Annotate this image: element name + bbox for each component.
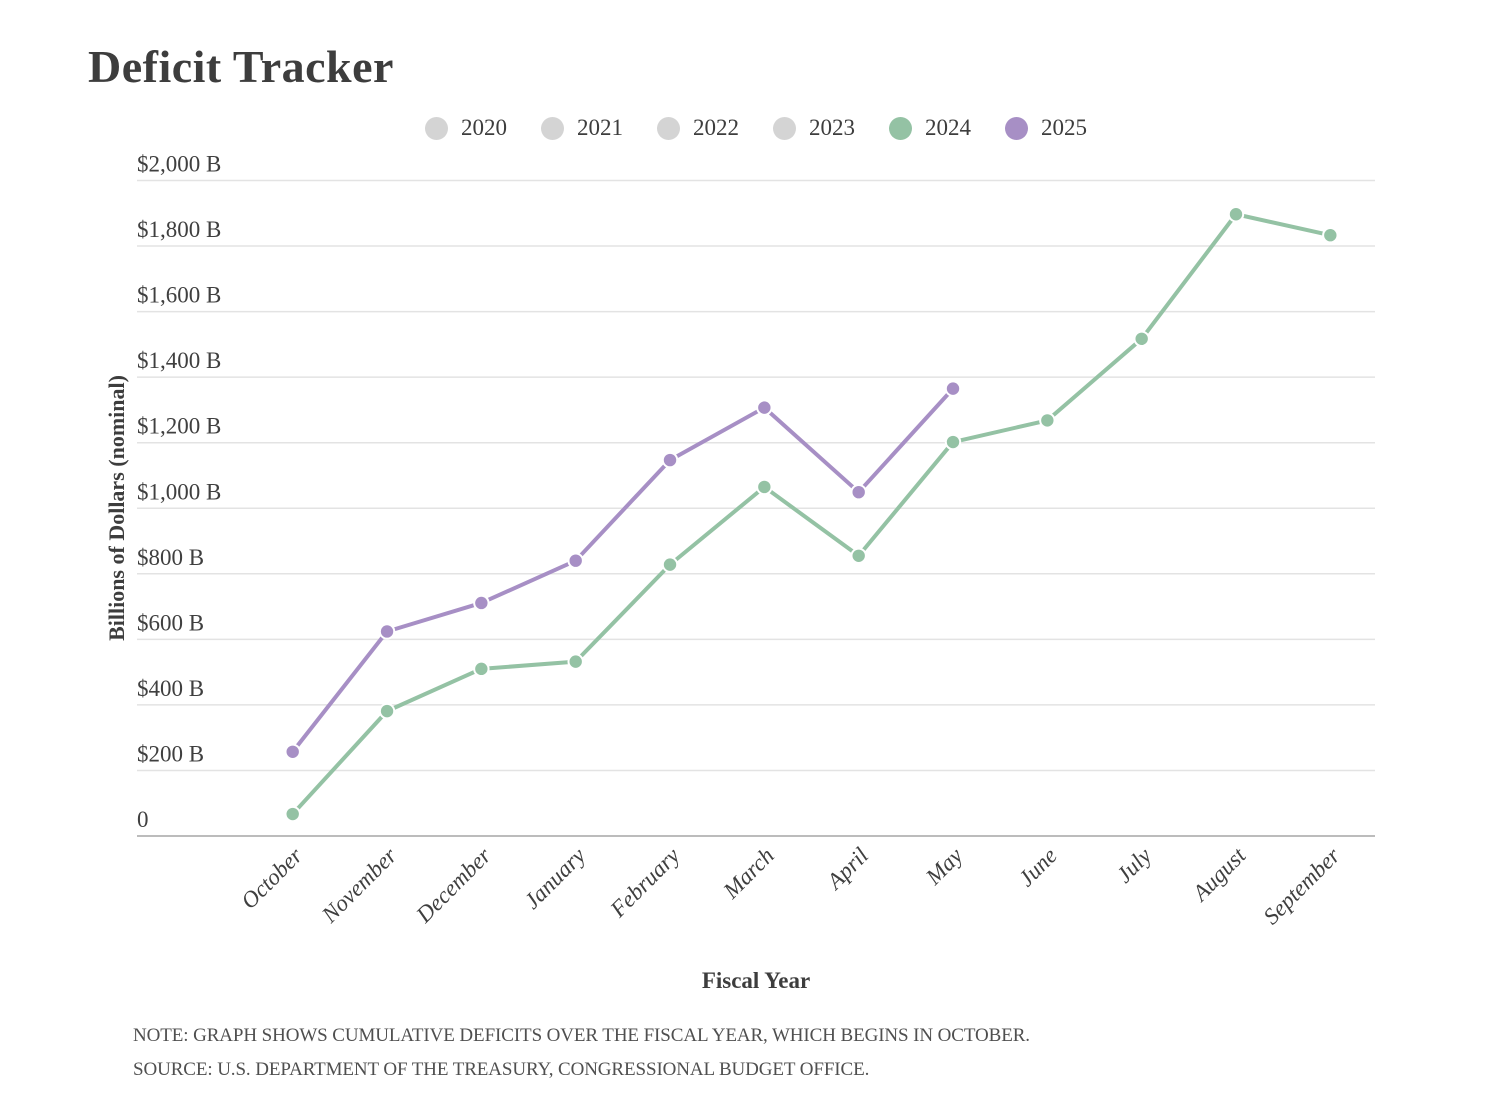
data-point-2025-november[interactable] [378, 623, 396, 640]
legend-item-2024[interactable]: 2024 [889, 115, 971, 141]
data-point-2024-july[interactable] [1133, 330, 1150, 348]
legend-item-2021[interactable]: 2021 [541, 115, 623, 141]
data-point-2025-january[interactable] [567, 552, 584, 569]
chart-notes: NOTE: GRAPH SHOWS CUMULATIVE DEFICITS OV… [133, 1019, 1030, 1087]
y-tick-label: $1,000 B [137, 479, 221, 504]
legend-label: 2020 [461, 115, 507, 140]
y-tick-label: $400 B [137, 676, 204, 701]
x-tick-label-december: December [411, 842, 497, 928]
x-tick-label-january: January [519, 842, 591, 914]
y-tick-label: $1,200 B [137, 414, 221, 439]
y-tick-label: $1,400 B [137, 348, 221, 373]
note-text: NOTE: GRAPH SHOWS CUMULATIVE DEFICITS OV… [133, 1025, 1030, 1046]
data-point-2025-december[interactable] [473, 594, 490, 612]
page-title: Deficit Tracker [88, 41, 394, 92]
data-point-2024-october[interactable] [284, 805, 301, 823]
legend-dot-2022 [657, 116, 680, 140]
series-line-2025 [290, 386, 956, 754]
legend-item-2022[interactable]: 2022 [657, 115, 739, 141]
y-tick-label: $1,800 B [137, 217, 221, 242]
data-point-2024-april[interactable] [850, 547, 867, 564]
x-tick-label-may: May [920, 842, 968, 890]
legend-dot-2025 [1005, 116, 1028, 140]
legend-item-2020[interactable]: 2020 [425, 115, 507, 141]
x-tick-label-november: November [316, 842, 402, 928]
data-point-2024-march[interactable] [756, 478, 773, 496]
data-point-2024-november[interactable] [378, 702, 396, 720]
legend-dot-2024 [889, 116, 912, 140]
data-point-2024-january[interactable] [567, 653, 584, 670]
x-tick-label-february: February [605, 842, 685, 922]
legend-dot-2020 [425, 116, 448, 140]
legend-item-2025[interactable]: 2025 [1005, 115, 1087, 141]
y-tick-label: $200 B [137, 741, 204, 766]
data-point-2024-september[interactable] [1322, 227, 1339, 244]
x-tick-label-october: October [236, 842, 308, 914]
data-point-2025-may[interactable] [944, 380, 962, 397]
legend-label: 2023 [809, 115, 855, 140]
data-point-2024-august[interactable] [1227, 206, 1245, 223]
legend-item-2023[interactable]: 2023 [773, 115, 855, 141]
data-point-2024-may[interactable] [944, 433, 962, 451]
data-point-2024-june[interactable] [1039, 412, 1056, 429]
y-tick-label: $600 B [137, 610, 204, 635]
legend-dot-2023 [773, 116, 796, 140]
legend-label: 2021 [577, 115, 623, 140]
legend-dot-2021 [541, 116, 564, 140]
legend-label: 2024 [925, 115, 971, 140]
data-point-2025-march[interactable] [756, 399, 773, 416]
legend-label: 2025 [1041, 115, 1087, 140]
y-tick-label: 0 [137, 807, 149, 832]
source-text: SOURCE: U.S. DEPARTMENT OF THE TREASURY,… [133, 1059, 870, 1080]
x-tick-label-august: August [1186, 842, 1251, 907]
x-tick-label-september: September [1259, 842, 1346, 929]
data-point-2024-december[interactable] [473, 660, 490, 678]
y-tick-label: $800 B [137, 545, 204, 570]
chart-legend: 2020 2021 2022 2023 2024 2025 [137, 115, 1375, 141]
y-tick-label: $1,600 B [137, 283, 221, 308]
data-point-2025-october[interactable] [284, 743, 301, 760]
data-point-2024-february[interactable] [661, 556, 679, 573]
y-tick-label: $2,000 B [137, 152, 221, 177]
series-line-2024 [290, 212, 1333, 817]
x-tick-label-april: April [821, 843, 874, 896]
x-tick-label-march: March [718, 843, 779, 904]
legend-label: 2022 [693, 115, 739, 140]
data-point-2025-april[interactable] [850, 483, 867, 501]
x-tick-label-june: June [1013, 843, 1061, 891]
x-axis-title: Fiscal Year [701, 968, 811, 993]
x-tick-label-july: July [1111, 842, 1156, 887]
data-point-2025-february[interactable] [661, 451, 679, 469]
